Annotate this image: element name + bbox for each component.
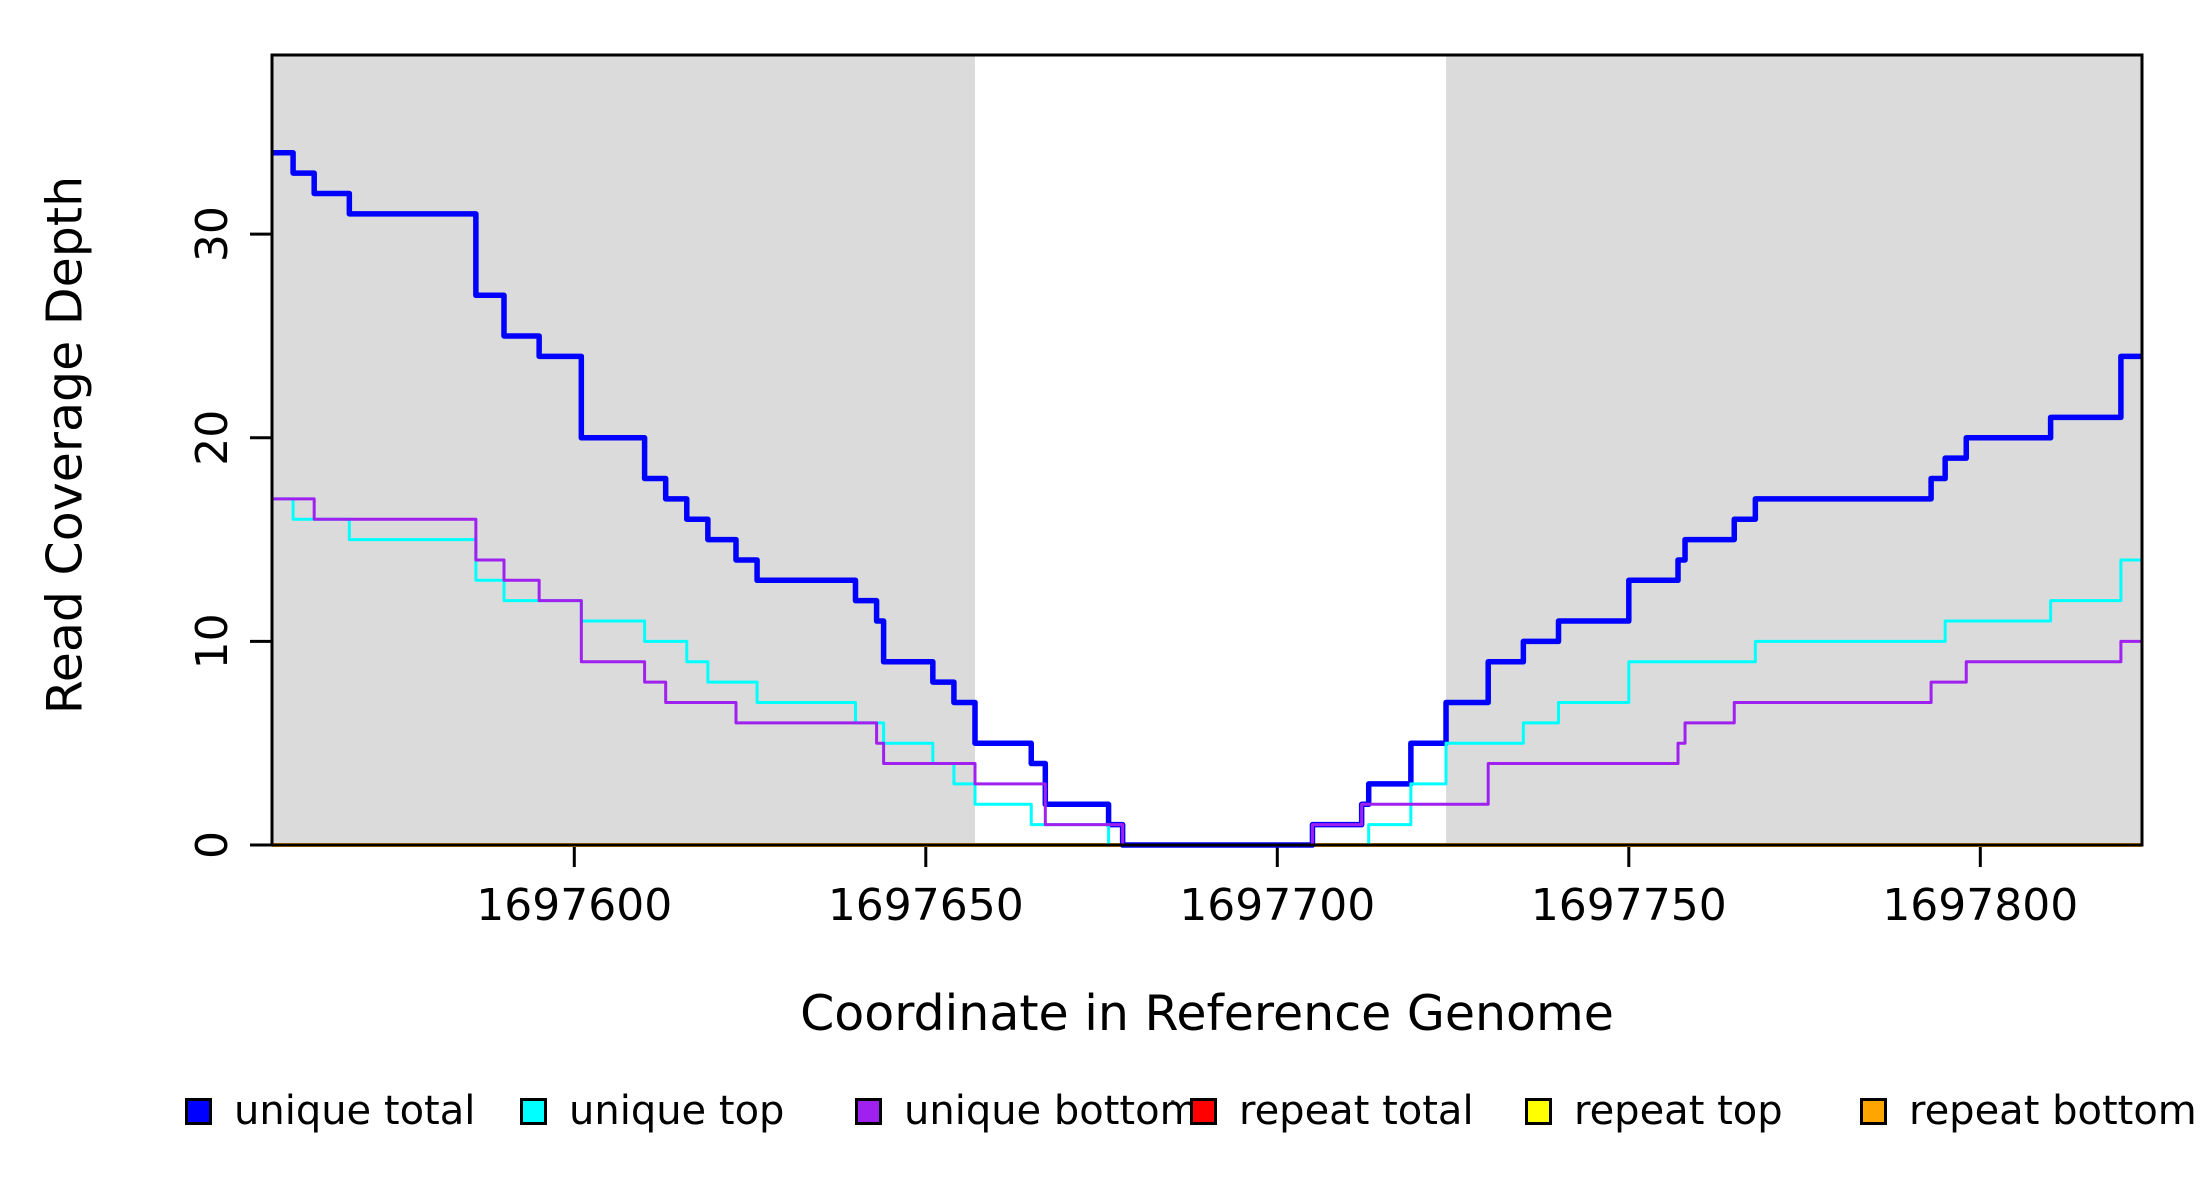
x-tick-label: 1697800: [1882, 880, 2078, 931]
x-tick-label: 1697650: [828, 880, 1024, 931]
y-tick-label: 0: [187, 831, 238, 859]
legend-label: repeat top: [1574, 1088, 1783, 1134]
legend-swatch-icon: [1190, 1097, 1217, 1125]
y-tick-label: 30: [187, 206, 238, 262]
x-tick-label: 1697600: [476, 880, 672, 931]
legend-item-unique-bottom: unique bottom: [855, 1088, 1199, 1134]
legend-item-repeat-bottom: repeat bottom: [1860, 1088, 2197, 1134]
legend-label: unique bottom: [904, 1088, 1199, 1134]
legend-label: repeat total: [1239, 1088, 1474, 1134]
chart-legend: unique total unique top unique bottom repea…: [185, 1088, 2197, 1134]
x-tick-label: 1697750: [1531, 880, 1727, 931]
y-tick-label: 20: [187, 410, 238, 466]
series-line-unique-bottom: [272, 497, 2142, 847]
legend-swatch-icon: [1525, 1097, 1552, 1125]
legend-item-unique-top: unique top: [520, 1088, 855, 1134]
legend-swatch-icon: [520, 1097, 547, 1125]
legend-label: unique top: [569, 1088, 785, 1134]
y-tick-label: 10: [187, 613, 238, 669]
stray-dot-mark: .: [1168, 1077, 1178, 1112]
legend-item-repeat-total: repeat total: [1190, 1088, 1525, 1134]
legend-item-unique-total: unique total: [185, 1088, 520, 1134]
plot-box: [270, 53, 2144, 847]
legend-item-repeat-top: repeat top: [1525, 1088, 1860, 1134]
coverage-step-chart: 1697600 1697650 1697700 1697750 1697800 0 10 20…: [187, 53, 2144, 931]
legend-label: repeat bottom: [1909, 1088, 2197, 1134]
shaded-region-0: [272, 55, 976, 845]
x-axis-title: Coordinate in Reference Genome: [800, 985, 1614, 1042]
legend-swatch-icon: [1860, 1097, 1887, 1125]
legend-label: unique total: [234, 1088, 476, 1134]
legend-swatch-icon: [185, 1097, 212, 1125]
shaded-region-1: [1446, 55, 2142, 845]
x-tick-label: 1697700: [1179, 880, 1375, 931]
legend-swatch-icon: [855, 1097, 882, 1125]
